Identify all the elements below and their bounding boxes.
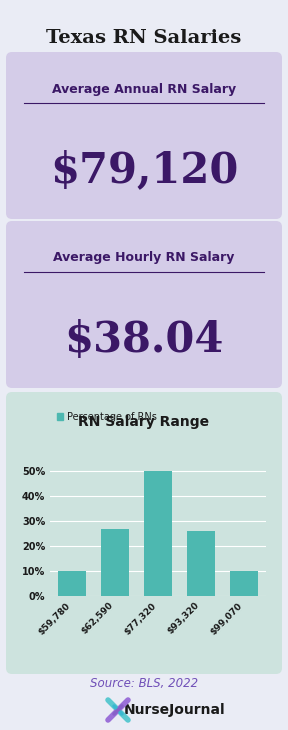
Text: Source: BLS, 2022: Source: BLS, 2022 — [90, 677, 198, 690]
Text: NurseJournal: NurseJournal — [124, 703, 226, 717]
Bar — [144, 471, 172, 596]
Bar — [58, 571, 86, 596]
Text: RN Salary Range: RN Salary Range — [78, 415, 210, 429]
Text: Average Hourly RN Salary: Average Hourly RN Salary — [53, 252, 235, 264]
FancyBboxPatch shape — [6, 52, 282, 219]
Text: Average Annual RN Salary: Average Annual RN Salary — [52, 83, 236, 96]
Text: $79,120: $79,120 — [50, 149, 238, 191]
FancyBboxPatch shape — [6, 221, 282, 388]
Text: Texas RN Salaries: Texas RN Salaries — [46, 29, 242, 47]
Bar — [101, 529, 129, 596]
Bar — [187, 531, 215, 596]
Bar — [230, 571, 258, 596]
Text: $38.04: $38.04 — [64, 319, 224, 361]
Legend: Percentage of RNs: Percentage of RNs — [53, 407, 161, 426]
FancyBboxPatch shape — [6, 392, 282, 674]
